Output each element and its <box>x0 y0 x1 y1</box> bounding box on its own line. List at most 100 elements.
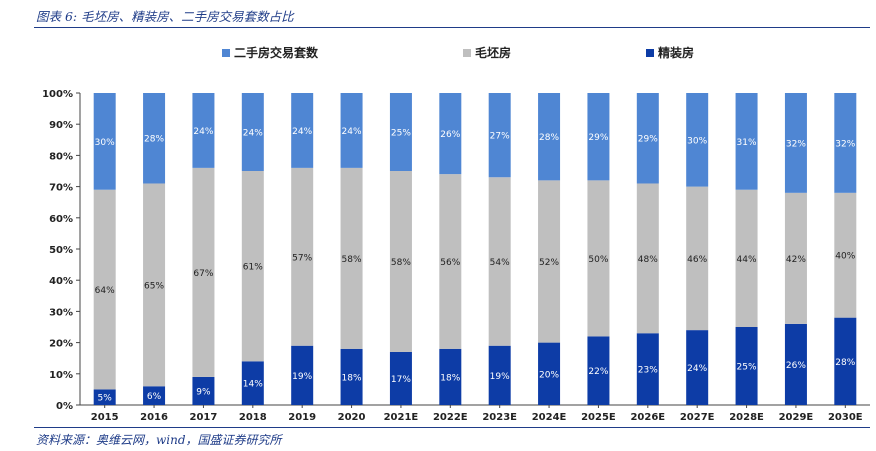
data-label-decorated: 28% <box>835 358 855 368</box>
bar-segment-rough <box>834 192 857 318</box>
y-tick-label: 40% <box>49 276 73 287</box>
bar-segment-decorated <box>93 389 116 405</box>
data-label-decorated: 18% <box>440 373 460 383</box>
data-label-second_hand: 31% <box>737 138 757 148</box>
y-tick-label: 80% <box>49 151 73 162</box>
legend-swatch-decorated <box>646 48 654 57</box>
x-tick-label: 2021E <box>384 412 419 423</box>
legend-label-rough: 毛坯房 <box>475 46 512 60</box>
data-label-second_hand: 27% <box>490 132 510 142</box>
y-tick-label: 10% <box>49 370 73 381</box>
x-tick-label: 2026E <box>630 412 665 423</box>
x-tick-label: 2029E <box>779 412 814 423</box>
data-label-decorated: 19% <box>490 372 510 382</box>
bar-segment-rough <box>93 189 116 390</box>
bar-segment-rough <box>291 167 314 346</box>
y-tick-label: 50% <box>49 245 73 256</box>
data-label-rough: 61% <box>243 263 263 273</box>
data-label-second_hand: 24% <box>292 127 312 137</box>
x-tick-label: 2023E <box>482 412 517 423</box>
data-label-rough: 58% <box>342 255 362 265</box>
data-label-second_hand: 30% <box>687 136 707 146</box>
data-label-rough: 54% <box>490 258 510 268</box>
bar-segment-rough <box>686 186 709 331</box>
bar-segment-decorated <box>636 333 659 405</box>
data-label-second_hand: 32% <box>786 139 806 149</box>
data-label-rough: 46% <box>687 255 707 265</box>
data-label-rough: 48% <box>638 255 658 265</box>
x-tick-label: 2027E <box>680 412 715 423</box>
bar-segment-decorated <box>784 323 807 405</box>
data-label-second_hand: 24% <box>243 129 263 139</box>
bar-segment-second_hand <box>488 93 511 178</box>
x-tick-label: 2024E <box>532 412 567 423</box>
bar-segment-rough <box>192 167 215 377</box>
x-tick-label: 2030E <box>828 412 863 423</box>
data-label-rough: 42% <box>786 255 806 265</box>
source-rule <box>34 427 870 428</box>
bar-segment-rough <box>389 171 412 352</box>
bar-segment-rough <box>735 189 758 327</box>
y-tick-label: 30% <box>49 307 73 318</box>
data-label-rough: 67% <box>193 269 213 279</box>
data-label-rough: 44% <box>737 255 757 265</box>
y-tick-label: 100% <box>42 89 73 100</box>
bar-segment-decorated <box>735 327 758 405</box>
data-label-decorated: 14% <box>243 380 263 390</box>
bar-segment-second_hand <box>538 93 561 181</box>
x-tick-label: 2020 <box>338 412 366 423</box>
data-label-second_hand: 26% <box>440 130 460 140</box>
data-label-decorated: 5% <box>98 394 113 404</box>
x-tick-label: 2028E <box>729 412 764 423</box>
bar-segment-second_hand <box>439 93 462 175</box>
bar-segment-rough <box>340 167 363 349</box>
data-label-decorated: 17% <box>391 375 411 385</box>
data-label-second_hand: 30% <box>95 138 115 148</box>
data-label-decorated: 25% <box>737 363 757 373</box>
data-label-decorated: 19% <box>292 372 312 382</box>
data-label-decorated: 18% <box>342 373 362 383</box>
x-tick-label: 2017 <box>190 412 218 423</box>
y-tick-label: 90% <box>49 120 73 131</box>
bar-segment-rough <box>636 183 659 334</box>
data-label-decorated: 20% <box>539 370 559 380</box>
data-label-rough: 64% <box>95 286 115 296</box>
data-label-decorated: 24% <box>687 364 707 374</box>
bar-segment-decorated <box>686 330 709 405</box>
data-label-second_hand: 32% <box>835 139 855 149</box>
bar-segment-second_hand <box>784 93 807 193</box>
data-label-rough: 52% <box>539 258 559 268</box>
data-label-rough: 40% <box>835 252 855 262</box>
bar-segment-second_hand <box>143 93 166 184</box>
data-label-decorated: 6% <box>147 392 162 402</box>
data-label-second_hand: 29% <box>588 133 608 143</box>
legend-swatch-rough <box>463 48 471 57</box>
data-label-rough: 58% <box>391 258 411 268</box>
x-tick-label: 2022E <box>433 412 468 423</box>
bar-segment-decorated <box>488 345 511 405</box>
data-label-decorated: 22% <box>588 367 608 377</box>
bar-segment-decorated <box>538 342 561 405</box>
data-label-second_hand: 29% <box>638 135 658 145</box>
data-label-second_hand: 24% <box>193 127 213 137</box>
data-label-decorated: 26% <box>786 361 806 371</box>
legend-label-second-hand: 二手房交易套数 <box>234 46 319 60</box>
bar-segment-rough <box>587 180 610 337</box>
data-label-rough: 65% <box>144 281 164 291</box>
bar-segment-second_hand <box>241 93 264 171</box>
bar-segment-rough <box>784 192 807 324</box>
bar-segment-decorated <box>389 351 412 405</box>
bar-segment-second_hand <box>340 93 363 168</box>
data-label-second_hand: 28% <box>144 135 164 145</box>
bar-segment-decorated <box>834 317 857 405</box>
y-tick-label: 60% <box>49 214 73 225</box>
bar-segment-second_hand <box>735 93 758 190</box>
bar-segment-second_hand <box>834 93 857 193</box>
chart-legend: 二手房交易套数 毛坯房 精装房 <box>0 44 876 64</box>
bar-segment-rough <box>538 180 561 343</box>
y-tick-label: 0% <box>56 401 73 412</box>
x-tick-label: 2019 <box>288 412 316 423</box>
data-label-second_hand: 25% <box>391 129 411 139</box>
bar-segment-rough <box>488 177 511 346</box>
